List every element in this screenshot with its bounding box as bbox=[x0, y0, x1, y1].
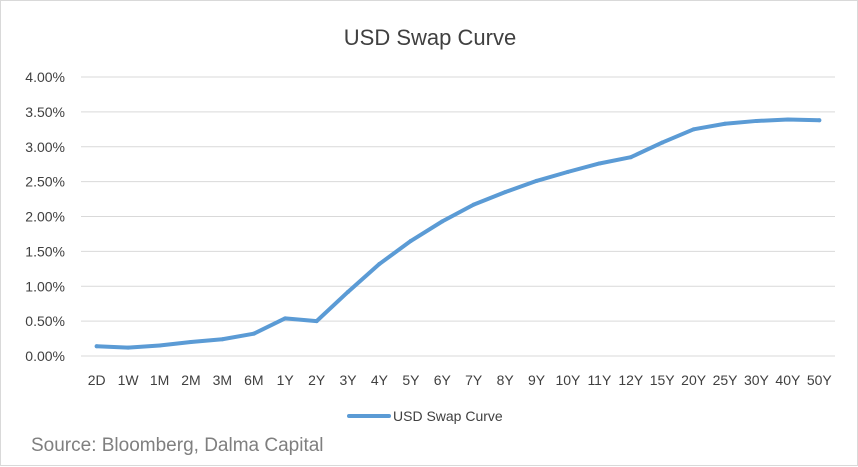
data-point bbox=[377, 261, 382, 266]
x-tick-label: 3M bbox=[213, 372, 232, 388]
data-point bbox=[94, 344, 99, 349]
data-point bbox=[628, 155, 633, 160]
data-point bbox=[503, 190, 508, 195]
data-point bbox=[314, 319, 319, 324]
x-tick-label: 5Y bbox=[402, 372, 420, 388]
data-point bbox=[346, 289, 351, 294]
x-tick-label: 1W bbox=[118, 372, 140, 388]
x-tick-label: 15Y bbox=[650, 372, 676, 388]
data-point bbox=[534, 178, 539, 183]
x-tick-label: 9Y bbox=[528, 372, 546, 388]
data-point bbox=[220, 337, 225, 342]
data-point bbox=[126, 345, 131, 350]
x-tick-label: 7Y bbox=[465, 372, 483, 388]
x-tick-label: 8Y bbox=[497, 372, 515, 388]
y-tick-label: 4.00% bbox=[25, 69, 65, 85]
x-tick-label: 2M bbox=[181, 372, 200, 388]
x-tick-label: 2Y bbox=[308, 372, 326, 388]
series-group bbox=[94, 117, 822, 350]
data-point bbox=[817, 118, 822, 123]
data-point bbox=[283, 316, 288, 321]
x-tick-label: 12Y bbox=[618, 372, 644, 388]
x-tick-label: 30Y bbox=[744, 372, 770, 388]
data-point bbox=[471, 202, 476, 207]
gridlines bbox=[81, 76, 835, 357]
data-point bbox=[785, 117, 790, 122]
legend[interactable]: USD Swap Curve bbox=[347, 408, 503, 424]
x-tick-label: 40Y bbox=[775, 372, 801, 388]
data-point bbox=[188, 340, 193, 345]
y-tick-label: 0.50% bbox=[25, 313, 65, 329]
y-tick-label: 1.00% bbox=[25, 278, 65, 294]
x-tick-label: 20Y bbox=[681, 372, 707, 388]
data-point bbox=[157, 343, 162, 348]
series-line bbox=[94, 117, 822, 350]
x-tick-label: 25Y bbox=[713, 372, 739, 388]
x-tick-label: 2D bbox=[88, 372, 106, 388]
x-tick-label: 6Y bbox=[434, 372, 452, 388]
x-tick-label: 4Y bbox=[371, 372, 389, 388]
x-tick-label: 1Y bbox=[277, 372, 295, 388]
x-tick-label: 50Y bbox=[807, 372, 833, 388]
chart-title: USD Swap Curve bbox=[344, 25, 516, 50]
y-tick-label: 1.50% bbox=[25, 243, 65, 259]
legend-label: USD Swap Curve bbox=[393, 408, 503, 424]
y-tick-label: 2.50% bbox=[25, 174, 65, 190]
data-point bbox=[440, 219, 445, 224]
y-tick-label: 0.00% bbox=[25, 348, 65, 364]
data-point bbox=[597, 161, 602, 166]
x-tick-label: 6M bbox=[244, 372, 263, 388]
data-point bbox=[723, 121, 728, 126]
y-tick-label: 3.00% bbox=[25, 139, 65, 155]
y-tick-label: 3.50% bbox=[25, 104, 65, 120]
x-tick-label: 10Y bbox=[555, 372, 581, 388]
x-tick-label: 1M bbox=[150, 372, 169, 388]
y-axis-ticks: 0.00% 0.50% 1.00% 1.50% 2.00% 2.50% 3.00% 3.50%… bbox=[25, 69, 65, 364]
data-point bbox=[660, 140, 665, 145]
data-point bbox=[754, 118, 759, 123]
x-axis-ticks: 2D 1W 1M 2M 3M 6M 1Y 2Y 3Y 4Y 5Y 6Y 7Y 8Y 9Y 10Y 11Y 12Y 1… bbox=[88, 372, 833, 388]
x-tick-label: 11Y bbox=[587, 372, 612, 388]
x-tick-label: 3Y bbox=[339, 372, 357, 388]
data-point bbox=[408, 238, 413, 243]
source-note: Source: Bloomberg, Dalma Capital bbox=[31, 435, 324, 456]
data-point bbox=[691, 127, 696, 132]
data-point bbox=[251, 331, 256, 336]
y-tick-label: 2.00% bbox=[25, 209, 65, 225]
data-point bbox=[565, 169, 570, 174]
